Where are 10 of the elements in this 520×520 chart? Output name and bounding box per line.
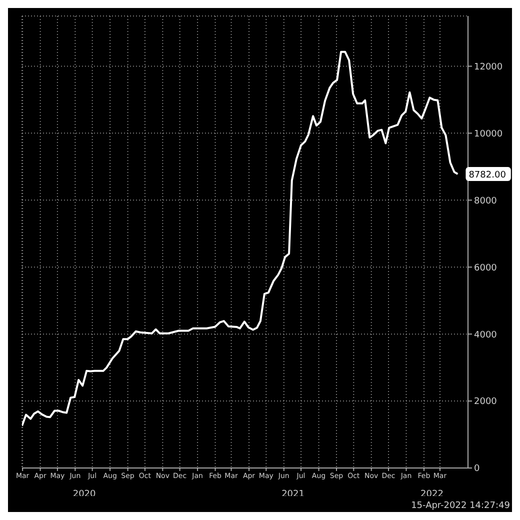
y-tick-label: 0 bbox=[474, 464, 480, 474]
text: 15-Apr-2022 14:27:49 bbox=[411, 501, 510, 511]
y-tick-label: 12000 bbox=[474, 62, 503, 72]
y-tick-label: 10000 bbox=[474, 129, 503, 140]
y-tick-label: 6000 bbox=[474, 263, 498, 274]
annotation: 8782.00 bbox=[468, 170, 506, 180]
y-tick-label: 8000 bbox=[474, 196, 498, 206]
y-tick-label: 4000 bbox=[474, 330, 498, 340]
y-tick-label: 2000 bbox=[474, 397, 498, 408]
line-series bbox=[22, 50, 459, 427]
